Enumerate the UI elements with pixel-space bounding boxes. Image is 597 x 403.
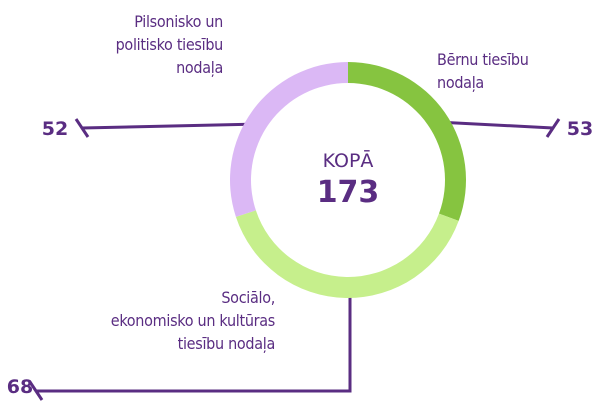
category-label: Bērnu tiesību nodaļa — [437, 50, 529, 92]
center-total: 173 — [317, 175, 380, 210]
donut-segment — [230, 62, 348, 217]
value-label: 52 — [42, 118, 68, 140]
donut-segment — [348, 62, 467, 221]
leader-line — [436, 118, 561, 138]
value-label: 68 — [7, 376, 33, 398]
category-label: Sociālo, ekonomisko un kultūras tiesību … — [110, 288, 276, 353]
donut-segment — [235, 210, 459, 299]
leader-lines — [28, 118, 561, 401]
leader-line — [74, 118, 263, 138]
center-label: KOPĀ — [323, 148, 374, 172]
value-label: 53 — [567, 118, 593, 140]
category-label: Pilsonisko un politisko tiesību nodaļa — [115, 12, 224, 77]
leader-line — [28, 283, 352, 401]
